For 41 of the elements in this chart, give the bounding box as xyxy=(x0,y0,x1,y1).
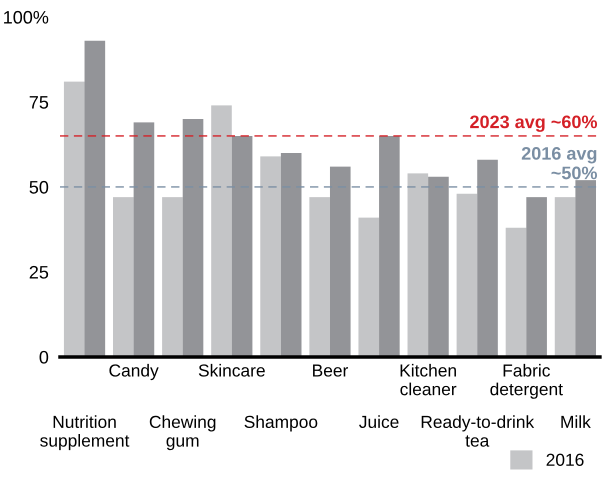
bar xyxy=(260,156,281,357)
x-tick-label: Milk xyxy=(561,415,591,428)
bar xyxy=(408,173,428,357)
bar xyxy=(113,197,134,357)
x-tick-label: Fabric detergent xyxy=(490,364,563,399)
x-tick-label: Skincare xyxy=(198,364,265,377)
bar xyxy=(477,160,498,357)
y-tick-label: 100% xyxy=(4,10,48,24)
ref-line-label: 2016 avg ~50% xyxy=(522,147,598,180)
bar xyxy=(575,180,596,357)
x-tick-label: Candy xyxy=(109,364,159,380)
bar xyxy=(84,40,106,357)
y-tick-label: 25 xyxy=(30,266,48,279)
bar xyxy=(309,197,330,357)
bar xyxy=(182,118,204,357)
bar xyxy=(456,194,478,357)
legend-label: 2016 xyxy=(546,454,584,466)
bar xyxy=(379,136,400,357)
bar xyxy=(232,136,252,357)
x-tick-label: Chewing gum xyxy=(150,415,216,450)
bar xyxy=(330,166,351,357)
x-tick-label: Juice xyxy=(359,415,399,428)
bar xyxy=(526,197,547,357)
bar xyxy=(211,105,232,357)
bar xyxy=(162,197,183,357)
bar xyxy=(280,152,302,357)
y-tick-label: 75 xyxy=(30,96,48,109)
x-tick-label: Ready-to-drink tea xyxy=(422,415,534,447)
x-tick-label: Kitchen cleaner xyxy=(400,364,456,396)
y-tick-label: 50 xyxy=(30,180,48,194)
bar xyxy=(134,122,154,357)
bar xyxy=(64,82,85,357)
bar xyxy=(506,228,526,357)
x-tick-label: Nutrition supplement xyxy=(40,415,130,450)
x-tick-label: Beer xyxy=(313,364,348,377)
bar xyxy=(358,218,380,357)
bar xyxy=(428,176,449,357)
bar xyxy=(554,197,576,357)
ref-line-label: 2023 avg ~60% xyxy=(470,115,598,132)
y-tick-label: 0 xyxy=(40,350,48,364)
x-tick-label: Shampoo xyxy=(244,415,318,432)
